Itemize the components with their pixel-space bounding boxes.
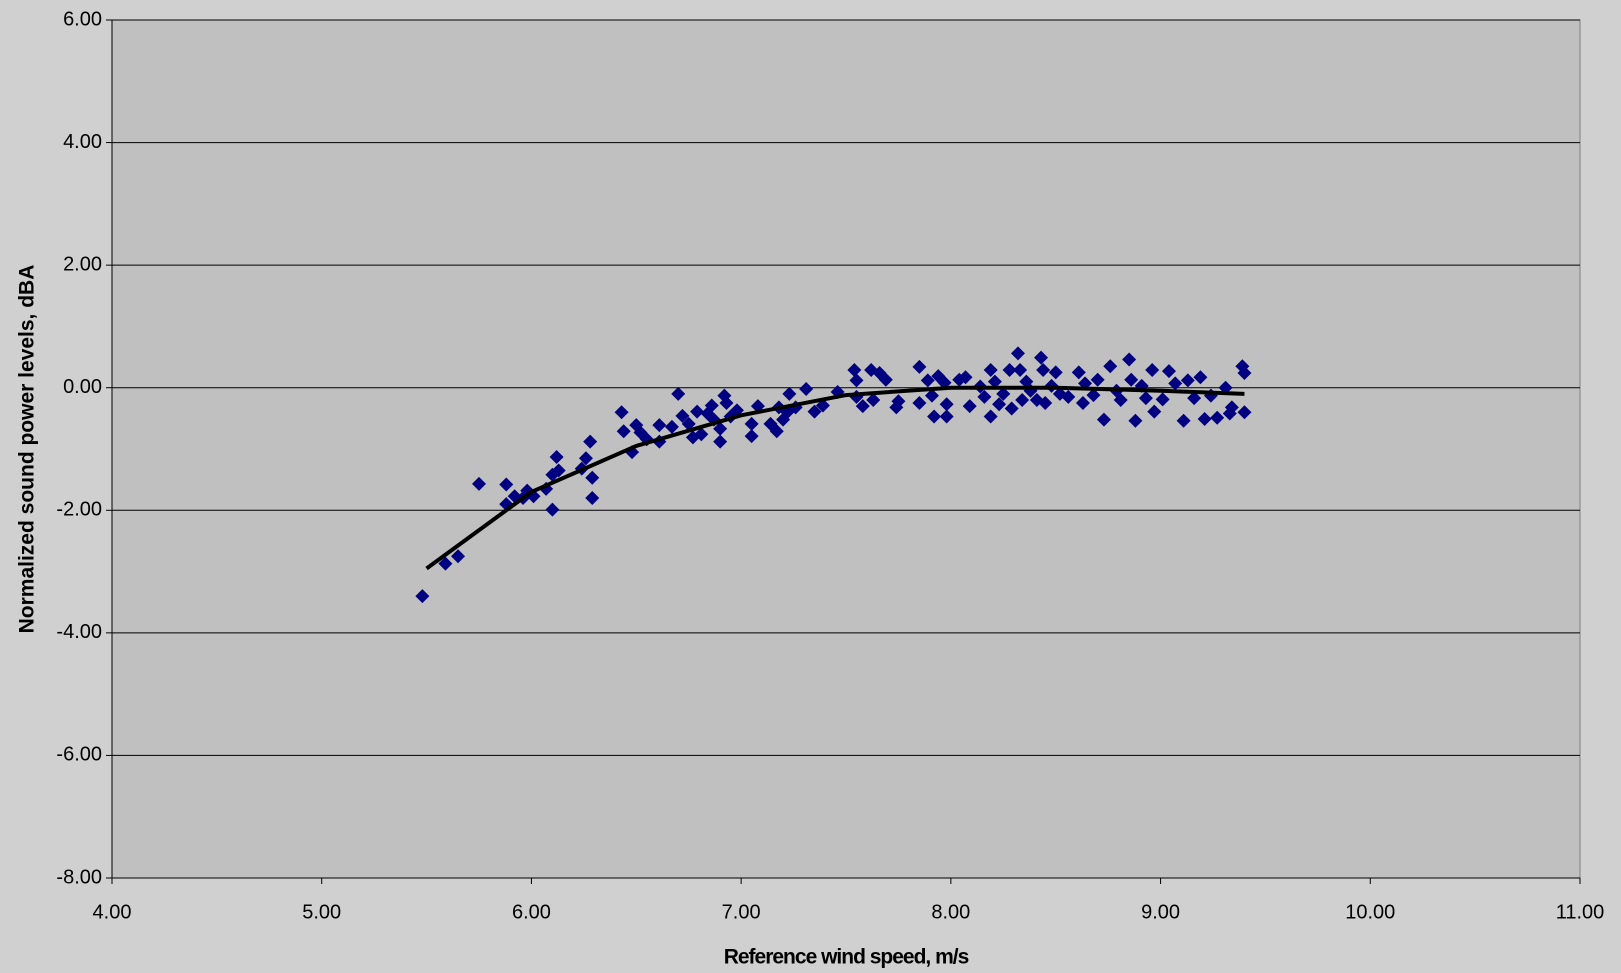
y-tick-label: -8.00 [56,866,102,888]
x-tick-label: 4.00 [93,901,132,923]
y-tick-label: 6.00 [63,8,102,30]
y-tick-label: -6.00 [56,744,102,766]
x-axis-title: Reference wind speed, m/s [724,946,969,969]
x-tick-label: 10.00 [1345,901,1395,923]
y-tick-label: -2.00 [56,499,102,521]
x-tick-label: 11.00 [1556,901,1605,923]
plot-area [112,20,1580,878]
x-tick-label: 6.00 [512,901,551,923]
y-tick-label: 2.00 [63,253,102,275]
page: Reference wind speed, m/s Normalized sou… [0,0,1621,973]
x-tick-label: 8.00 [931,901,970,923]
x-tick-label: 5.00 [302,901,341,923]
y-tick-label: 0.00 [63,376,102,398]
y-tick-label: 4.00 [63,131,102,153]
chart: Reference wind speed, m/s Normalized sou… [0,0,1621,973]
y-tick-label: -4.00 [56,621,102,643]
x-tick-label: 7.00 [722,901,761,923]
y-axis-title: Normalized sound power levels, dBA [16,265,39,634]
x-tick-label: 9.00 [1141,901,1180,923]
